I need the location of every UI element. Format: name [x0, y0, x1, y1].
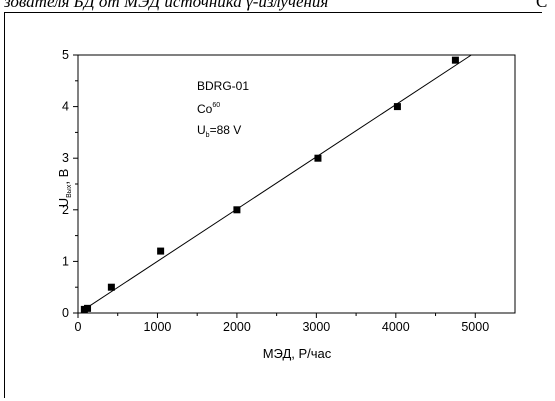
annotation-line3: Ub=88 V	[197, 123, 241, 139]
annotation-block: BDRG-01 Co60 Ub=88 V	[197, 79, 249, 139]
x-tick-label-5: 5000	[461, 320, 489, 334]
data-point-6	[393, 103, 401, 111]
data-point-1	[84, 304, 92, 312]
annotation-line2-base: Co	[197, 102, 213, 116]
data-point-2	[107, 283, 115, 291]
data-point-5	[314, 154, 322, 162]
x-tick-label-2: 2000	[223, 320, 251, 334]
x-tick-label-1: 1000	[144, 320, 172, 334]
figure-frame	[4, 12, 542, 398]
y-tick-label-4: 4	[62, 100, 69, 114]
y-axis-title: UВых, В	[56, 169, 73, 208]
plot-frame	[77, 54, 516, 314]
y-tick-label-1: 1	[62, 254, 69, 268]
annotation-line1: BDRG-01	[197, 79, 249, 93]
x-tick-label-3: 3000	[302, 320, 330, 334]
annotation-line3-base: U	[197, 123, 206, 137]
data-point-7	[451, 56, 459, 64]
data-points	[80, 56, 459, 313]
x-tick-label-4: 4000	[382, 320, 410, 334]
y-axis-title-base: U	[56, 198, 71, 207]
figure-caption: зователя БД от МЭД источника γ-излучения	[4, 0, 555, 12]
chart-ticks: 0 1000 2000 3000 4000 5000 0 1 2 3 4 5	[62, 48, 489, 334]
fit-line-group	[82, 54, 472, 311]
y-tick-label-0: 0	[62, 306, 69, 320]
chart-axes	[77, 54, 516, 314]
annotation-line3-sub: b	[206, 132, 210, 139]
annotation-line3-rest: =88 V	[210, 123, 242, 137]
fit-line	[82, 54, 472, 311]
annotation-line2-sup: 60	[212, 102, 220, 109]
y-tick-label-2: 2	[62, 203, 69, 217]
annotation-line2: Co60	[197, 102, 220, 116]
caption-text: зователя БД от МЭД источника γ-излучения	[4, 0, 329, 11]
y-tick-label-5: 5	[62, 48, 69, 62]
caption-tail: С	[536, 0, 548, 11]
x-tick-label-0: 0	[75, 320, 82, 334]
y-axis-title-rest: , В	[56, 169, 71, 185]
data-point-3	[157, 247, 165, 255]
data-point-4	[233, 206, 241, 214]
y-tick-label-3: 3	[62, 151, 69, 165]
x-axis-title: МЭД, Р/час	[263, 346, 332, 361]
y-axis-title-sub: Вых	[66, 184, 73, 198]
